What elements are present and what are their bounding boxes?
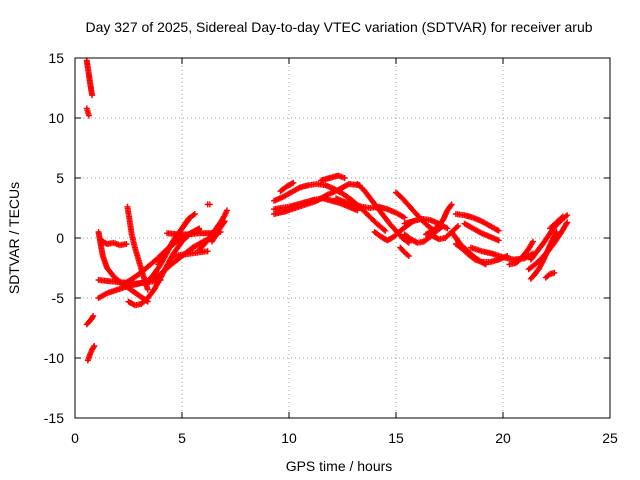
data-point [382,227,389,234]
data-point [405,239,412,246]
data-point [290,179,297,186]
data-point [85,112,92,119]
data-point [401,214,408,221]
data-point [405,253,412,259]
x-tick-labels: 0 5 10 15 20 25 [71,430,618,446]
data-point [558,214,565,221]
y-tick-label: -5 [52,290,65,306]
data-point [559,213,566,220]
axis-ticks [74,57,611,419]
data-point [551,269,558,276]
data-point [453,224,460,231]
y-tick-label: 0 [56,230,64,246]
data-point [404,238,411,245]
x-tick-label: 20 [495,430,511,446]
data-point [288,180,295,187]
y-tick-label: -15 [44,410,64,426]
data-point [89,314,96,321]
data-point [204,248,211,255]
data-point [90,344,97,351]
data-point [341,175,348,181]
x-tick-label: 10 [281,430,297,446]
chart-title: Day 327 of 2025, Sidereal Day-to-day VTE… [85,19,592,35]
data-point [444,225,451,232]
data-point [190,211,197,218]
data-point [564,212,571,219]
data-point [495,237,502,244]
y-tick-label: 5 [56,170,64,186]
data-point [381,226,388,233]
data-point [564,219,571,226]
data-point [206,201,213,208]
y-tick-label: 15 [48,50,64,66]
x-tick-label: 25 [602,430,618,446]
y-tick-label: 10 [48,110,64,126]
y-tick-label: -10 [44,350,64,366]
data-point [220,219,227,226]
data-point [123,241,130,247]
data-point [221,218,228,225]
data-point [191,211,198,217]
data-point [447,202,454,209]
data-point [223,207,230,214]
data-point [553,229,560,235]
x-tick-label: 15 [388,430,404,446]
data-points [83,57,571,364]
data-point [455,223,462,229]
data-point [448,201,455,208]
data-point [495,227,502,234]
data-point [89,92,96,99]
x-tick-label: 0 [71,430,79,446]
data-point [504,253,511,259]
y-axis-label: SDTVAR / TECUs [6,182,22,294]
x-tick-label: 5 [178,430,186,446]
data-point [144,286,151,293]
grid-lines [75,58,610,418]
x-axis-label: GPS time / hours [286,458,393,474]
data-point [529,238,536,245]
data-point [90,313,97,319]
y-tick-labels: -15 -10 -5 0 5 10 15 [44,50,64,426]
data-point [91,343,98,349]
